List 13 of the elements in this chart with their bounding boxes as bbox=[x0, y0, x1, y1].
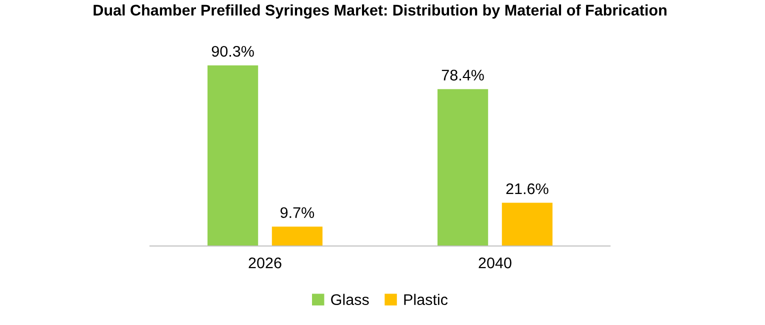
x-tick-label: 2026 bbox=[248, 258, 282, 268]
bar bbox=[272, 226, 322, 246]
legend-label: Glass bbox=[331, 294, 369, 306]
data-label: 9.7% bbox=[280, 207, 314, 218]
x-tick-label: 2040 bbox=[478, 258, 512, 268]
bar bbox=[438, 89, 488, 246]
chart-title: Dual Chamber Prefilled Syringes Market: Distribution by Material of Fabrication bbox=[94, 4, 666, 19]
bar bbox=[208, 65, 258, 246]
data-label: 90.3% bbox=[212, 46, 254, 57]
data-label: 21.6% bbox=[506, 183, 548, 194]
legend-label: Plastic bbox=[404, 294, 448, 306]
bar bbox=[502, 202, 552, 246]
data-label: 78.4% bbox=[442, 70, 484, 81]
